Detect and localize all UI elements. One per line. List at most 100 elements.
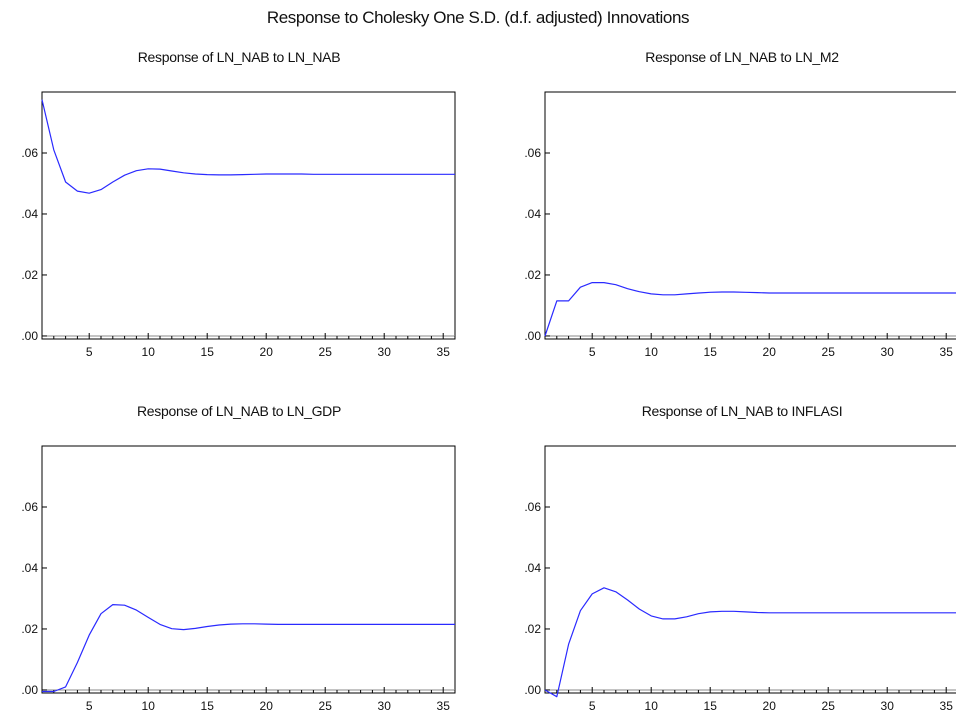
plot-frame bbox=[41, 91, 456, 340]
data-point bbox=[336, 174, 337, 175]
x-tick-label: 15 bbox=[704, 345, 718, 359]
chart-svg: .00 .02 .04 .06 5 10 15 20 25 30 35 bbox=[524, 445, 956, 713]
data-point bbox=[674, 294, 675, 295]
data-point bbox=[863, 612, 864, 613]
data-point bbox=[100, 189, 101, 190]
data-point bbox=[195, 173, 196, 174]
data-point bbox=[77, 191, 78, 192]
data-point bbox=[839, 612, 840, 613]
data-point bbox=[745, 292, 746, 293]
x-tick-label: 30 bbox=[378, 345, 392, 359]
data-point bbox=[698, 613, 699, 614]
data-point bbox=[733, 611, 734, 612]
data-point bbox=[148, 168, 149, 169]
data-point bbox=[171, 628, 172, 629]
data-point bbox=[325, 174, 326, 175]
plot-frame bbox=[544, 445, 956, 694]
data-point bbox=[710, 611, 711, 612]
plot-frame bbox=[544, 91, 956, 340]
y-tick-label: .02 bbox=[21, 268, 38, 282]
data-point bbox=[698, 292, 699, 293]
data-point bbox=[780, 612, 781, 613]
data-point bbox=[136, 170, 137, 171]
data-point bbox=[662, 618, 663, 619]
panel-ln-gdp: Response of LN_NAB to LN_GDP .00.02.04.0… bbox=[0, 354, 478, 713]
data-point bbox=[254, 623, 255, 624]
data-point bbox=[289, 624, 290, 625]
figure-title: Response to Cholesky One S.D. (d.f. adju… bbox=[266, 8, 690, 27]
data-point bbox=[922, 612, 923, 613]
series-line bbox=[41, 99, 455, 194]
y-tick-label: .04 bbox=[21, 561, 38, 575]
data-point bbox=[804, 612, 805, 613]
y-tick-label: .04 bbox=[21, 207, 38, 221]
panel-inflasi: Response of LN_NAB to INFLASI .00 .02 .04.… bbox=[503, 354, 956, 713]
x-tick-label: 15 bbox=[201, 345, 215, 359]
data-point bbox=[769, 612, 770, 613]
data-point bbox=[615, 284, 616, 285]
data-point bbox=[851, 292, 852, 293]
data-point bbox=[615, 591, 616, 592]
data-point bbox=[556, 300, 557, 301]
x-tick-label: 35 bbox=[940, 699, 954, 713]
data-point bbox=[230, 174, 231, 175]
data-point bbox=[41, 691, 42, 692]
data-point bbox=[910, 292, 911, 293]
data-point bbox=[195, 628, 196, 629]
data-point bbox=[674, 618, 675, 619]
y-tick-label: .06 bbox=[524, 500, 541, 514]
x-tick-label: 5 bbox=[86, 699, 93, 713]
data-point bbox=[348, 174, 349, 175]
data-point bbox=[887, 292, 888, 293]
data-point bbox=[863, 292, 864, 293]
data-point bbox=[207, 626, 208, 627]
x-tick-label: 10 bbox=[142, 345, 156, 359]
series-line bbox=[544, 282, 956, 337]
y-tick-label: .00 bbox=[21, 329, 38, 343]
data-point bbox=[851, 612, 852, 613]
y-tick-label: .06 bbox=[21, 500, 38, 514]
y-tick-label: .04 bbox=[524, 207, 541, 221]
data-point bbox=[372, 174, 373, 175]
data-point bbox=[816, 292, 817, 293]
x-tick-label: 20 bbox=[763, 345, 777, 359]
data-point bbox=[419, 174, 420, 175]
data-point bbox=[592, 282, 593, 283]
data-point bbox=[384, 174, 385, 175]
data-point bbox=[266, 623, 267, 624]
data-point bbox=[183, 172, 184, 173]
x-tick-label: 15 bbox=[704, 699, 718, 713]
x-tick-label: 5 bbox=[86, 345, 93, 359]
data-point bbox=[242, 623, 243, 624]
x-tick-label: 10 bbox=[645, 345, 659, 359]
data-point bbox=[148, 617, 149, 618]
data-point bbox=[580, 610, 581, 611]
data-point bbox=[313, 174, 314, 175]
data-point bbox=[277, 624, 278, 625]
data-point bbox=[218, 624, 219, 625]
panel-title: Response of LN_NAB to LN_M2 bbox=[645, 49, 839, 65]
data-point bbox=[568, 300, 569, 301]
data-point bbox=[266, 173, 267, 174]
data-point bbox=[603, 587, 604, 588]
data-point bbox=[171, 170, 172, 171]
data-point bbox=[792, 612, 793, 613]
data-point bbox=[124, 605, 125, 606]
data-point bbox=[934, 292, 935, 293]
data-point bbox=[124, 175, 125, 176]
x-tick-label: 5 bbox=[589, 699, 596, 713]
data-point bbox=[53, 691, 54, 692]
data-point bbox=[289, 173, 290, 174]
data-point bbox=[159, 624, 160, 625]
x-tick-label: 30 bbox=[378, 699, 392, 713]
data-point bbox=[65, 181, 66, 182]
data-point bbox=[887, 612, 888, 613]
data-point bbox=[733, 291, 734, 292]
data-point bbox=[443, 624, 444, 625]
y-tick-label: .00 bbox=[524, 683, 541, 697]
data-point bbox=[372, 624, 373, 625]
x-tick-label: 25 bbox=[319, 699, 333, 713]
y-tick-label: .02 bbox=[524, 268, 541, 282]
data-point bbox=[828, 292, 829, 293]
